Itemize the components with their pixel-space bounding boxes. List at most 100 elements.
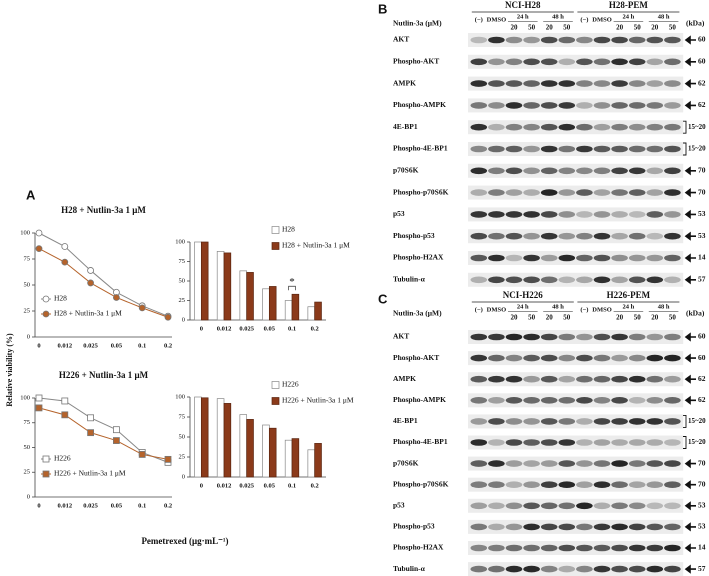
- band: [628, 502, 646, 510]
- x-tick-label: 0.05: [111, 342, 123, 349]
- y-tick-label: 25: [179, 297, 186, 304]
- band: [523, 58, 540, 66]
- marker: [164, 313, 172, 321]
- band: [505, 460, 523, 467]
- band: [540, 167, 558, 175]
- band: [611, 544, 628, 552]
- protein-label: p70S6K: [393, 458, 419, 467]
- blot-strip: [468, 541, 684, 555]
- blot-strip: [468, 229, 684, 244]
- arrow: [684, 543, 696, 553]
- band: [523, 375, 540, 383]
- marker: [138, 304, 146, 312]
- band: [488, 58, 505, 66]
- band: [505, 80, 523, 87]
- band: [488, 375, 505, 383]
- time-label: 48 h: [552, 303, 564, 310]
- band: [576, 232, 593, 240]
- band: [576, 58, 593, 66]
- marker: [35, 404, 43, 412]
- band: [576, 418, 593, 425]
- band: [488, 565, 505, 573]
- bar: [307, 306, 316, 321]
- time-label: 24 h: [623, 13, 635, 20]
- kda-label: 53: [698, 501, 706, 510]
- band: [488, 102, 505, 109]
- bar: [291, 293, 300, 321]
- legend-swatch: [271, 242, 280, 250]
- band: [576, 189, 593, 196]
- band: [470, 58, 488, 66]
- band: [558, 123, 576, 131]
- protein-label: Phospho-4E-BP1: [393, 437, 448, 446]
- legend-label: H226: [54, 454, 71, 463]
- blot-strip: [468, 498, 684, 513]
- band: [646, 523, 664, 531]
- kda-label: 70: [698, 187, 706, 196]
- blot-strip: [468, 393, 684, 408]
- band: [664, 276, 681, 284]
- blot-strip: [468, 435, 684, 450]
- band: [664, 375, 681, 383]
- band: [664, 36, 681, 44]
- y-tick-label: 25: [24, 469, 31, 476]
- band: [470, 36, 488, 44]
- band: [540, 58, 558, 66]
- marker: [42, 470, 50, 478]
- band: [611, 397, 628, 404]
- dose-label: 20: [651, 24, 659, 32]
- x-tick-label: 0.05: [264, 325, 276, 332]
- band: [505, 232, 523, 240]
- band: [576, 145, 593, 153]
- protein-label: Phospho-p70S6K: [393, 479, 449, 488]
- band: [523, 167, 540, 175]
- x-tick-label: 0.1: [288, 482, 296, 489]
- marker: [61, 411, 69, 419]
- band: [593, 333, 611, 341]
- kda-label: 14: [698, 253, 706, 262]
- protein-label: AMPK: [393, 78, 416, 87]
- x-tick-label: 0.025: [239, 325, 254, 332]
- x-tick-label: 0.2: [164, 502, 172, 509]
- bar: [200, 397, 209, 478]
- band: [576, 460, 593, 467]
- band: [593, 397, 611, 404]
- band: [505, 523, 523, 531]
- band: [628, 523, 646, 531]
- bracket: [683, 120, 687, 134]
- x-tick-label: 0.2: [311, 325, 319, 332]
- band: [505, 481, 523, 489]
- bar: [223, 403, 232, 478]
- band: [646, 58, 664, 66]
- band: [488, 523, 505, 531]
- band: [576, 439, 593, 446]
- band: [523, 232, 540, 240]
- x-axis-label: Pemetrexed (μg·mL⁻¹): [141, 536, 228, 546]
- band: [611, 354, 628, 362]
- protein-label: p70S6K: [393, 166, 419, 175]
- band: [505, 502, 523, 510]
- band: [505, 36, 523, 44]
- legend-swatch: [271, 397, 280, 405]
- band: [576, 565, 593, 573]
- band: [576, 397, 593, 404]
- band: [523, 397, 540, 404]
- protein-label: Tubulin-α: [393, 564, 426, 573]
- band: [505, 354, 523, 362]
- band: [540, 523, 558, 531]
- band: [523, 123, 540, 131]
- band: [611, 211, 628, 218]
- band: [488, 460, 505, 467]
- bar: [216, 251, 225, 321]
- blot-strip: [468, 54, 684, 69]
- band: [593, 439, 611, 446]
- band: [576, 523, 593, 531]
- blot-strip: [468, 519, 684, 534]
- panel-label: B: [378, 1, 387, 16]
- kda-label: 62: [698, 374, 706, 383]
- dose-label: 50: [669, 24, 677, 32]
- band: [470, 123, 488, 131]
- band: [576, 80, 593, 87]
- blot-strip: [468, 414, 684, 429]
